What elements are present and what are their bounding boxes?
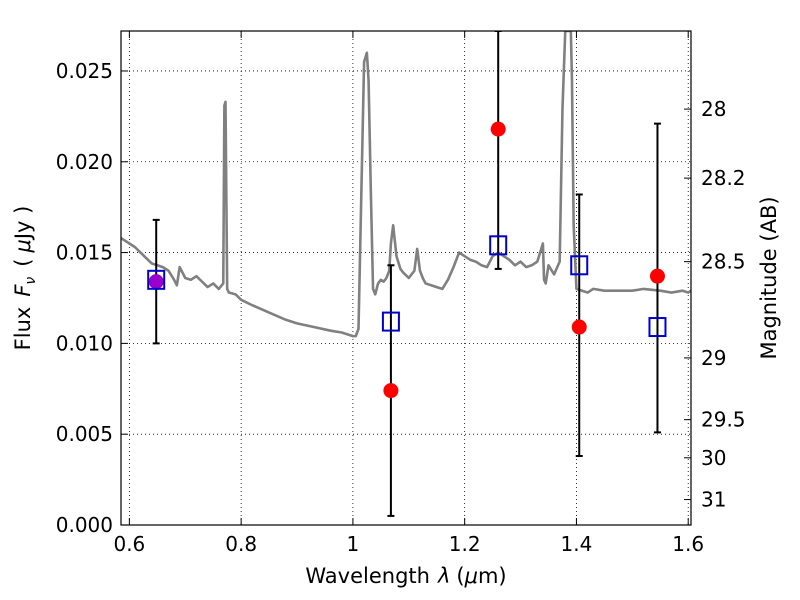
y-axis-ticks: 0.000 0.005 0.010 0.015 0.020 0.025 [56, 59, 128, 537]
x-tick-label: 0.8 [225, 532, 257, 556]
model-spectrum-line [121, 31, 691, 338]
synthetic-square [489, 235, 508, 256]
y-tick-label: 0.010 [56, 331, 113, 355]
data-marks [147, 31, 667, 517]
observed-point [571, 319, 587, 335]
y2-tick-label: 31 [701, 488, 726, 512]
y-tick-label: 0.025 [56, 59, 113, 83]
y-tick-label: 0.015 [56, 241, 113, 265]
synthetic-square [648, 317, 667, 338]
y2-tick-label: 28 [701, 97, 726, 121]
x-tick-label: 1 [347, 532, 360, 556]
synthetic-square [147, 269, 166, 290]
y2-tick-label: 29.5 [701, 408, 746, 432]
x-tick-label: 0.6 [113, 532, 145, 556]
y-tick-label: 0.000 [56, 513, 113, 537]
y2-axis-ticks: 28 28.2 28.5 29 29.5 30 31 [684, 97, 746, 512]
y-tick-label: 0.005 [56, 422, 113, 446]
observed-point [490, 121, 506, 137]
y-axis-label: FluxFν(μJy ) [11, 206, 39, 351]
y2-tick-label: 29 [701, 346, 726, 370]
y2-tick-label: 28.5 [701, 250, 746, 274]
x-axis-label: Wavelength λ (μm) [305, 564, 506, 588]
x-tick-label: 1.6 [672, 532, 704, 556]
plot-frame [120, 30, 692, 526]
observed-point [148, 274, 164, 290]
y2-tick-label: 28.2 [701, 166, 746, 190]
observed-point [649, 268, 665, 284]
y-tick-label: 0.020 [56, 150, 113, 174]
observed-point [383, 383, 399, 399]
y2-tick-label: 30 [701, 446, 726, 470]
synthetic-square [381, 311, 400, 332]
synthetic-square [570, 255, 589, 276]
x-tick-label: 1.2 [449, 532, 481, 556]
y2-axis-label: Magnitude (AB) [757, 196, 781, 359]
x-tick-label: 1.4 [561, 532, 593, 556]
plot-area [121, 31, 691, 338]
x-axis-ticks: 0.6 0.8 1 1.2 1.4 1.6 [113, 31, 704, 556]
plot-background [121, 31, 691, 525]
